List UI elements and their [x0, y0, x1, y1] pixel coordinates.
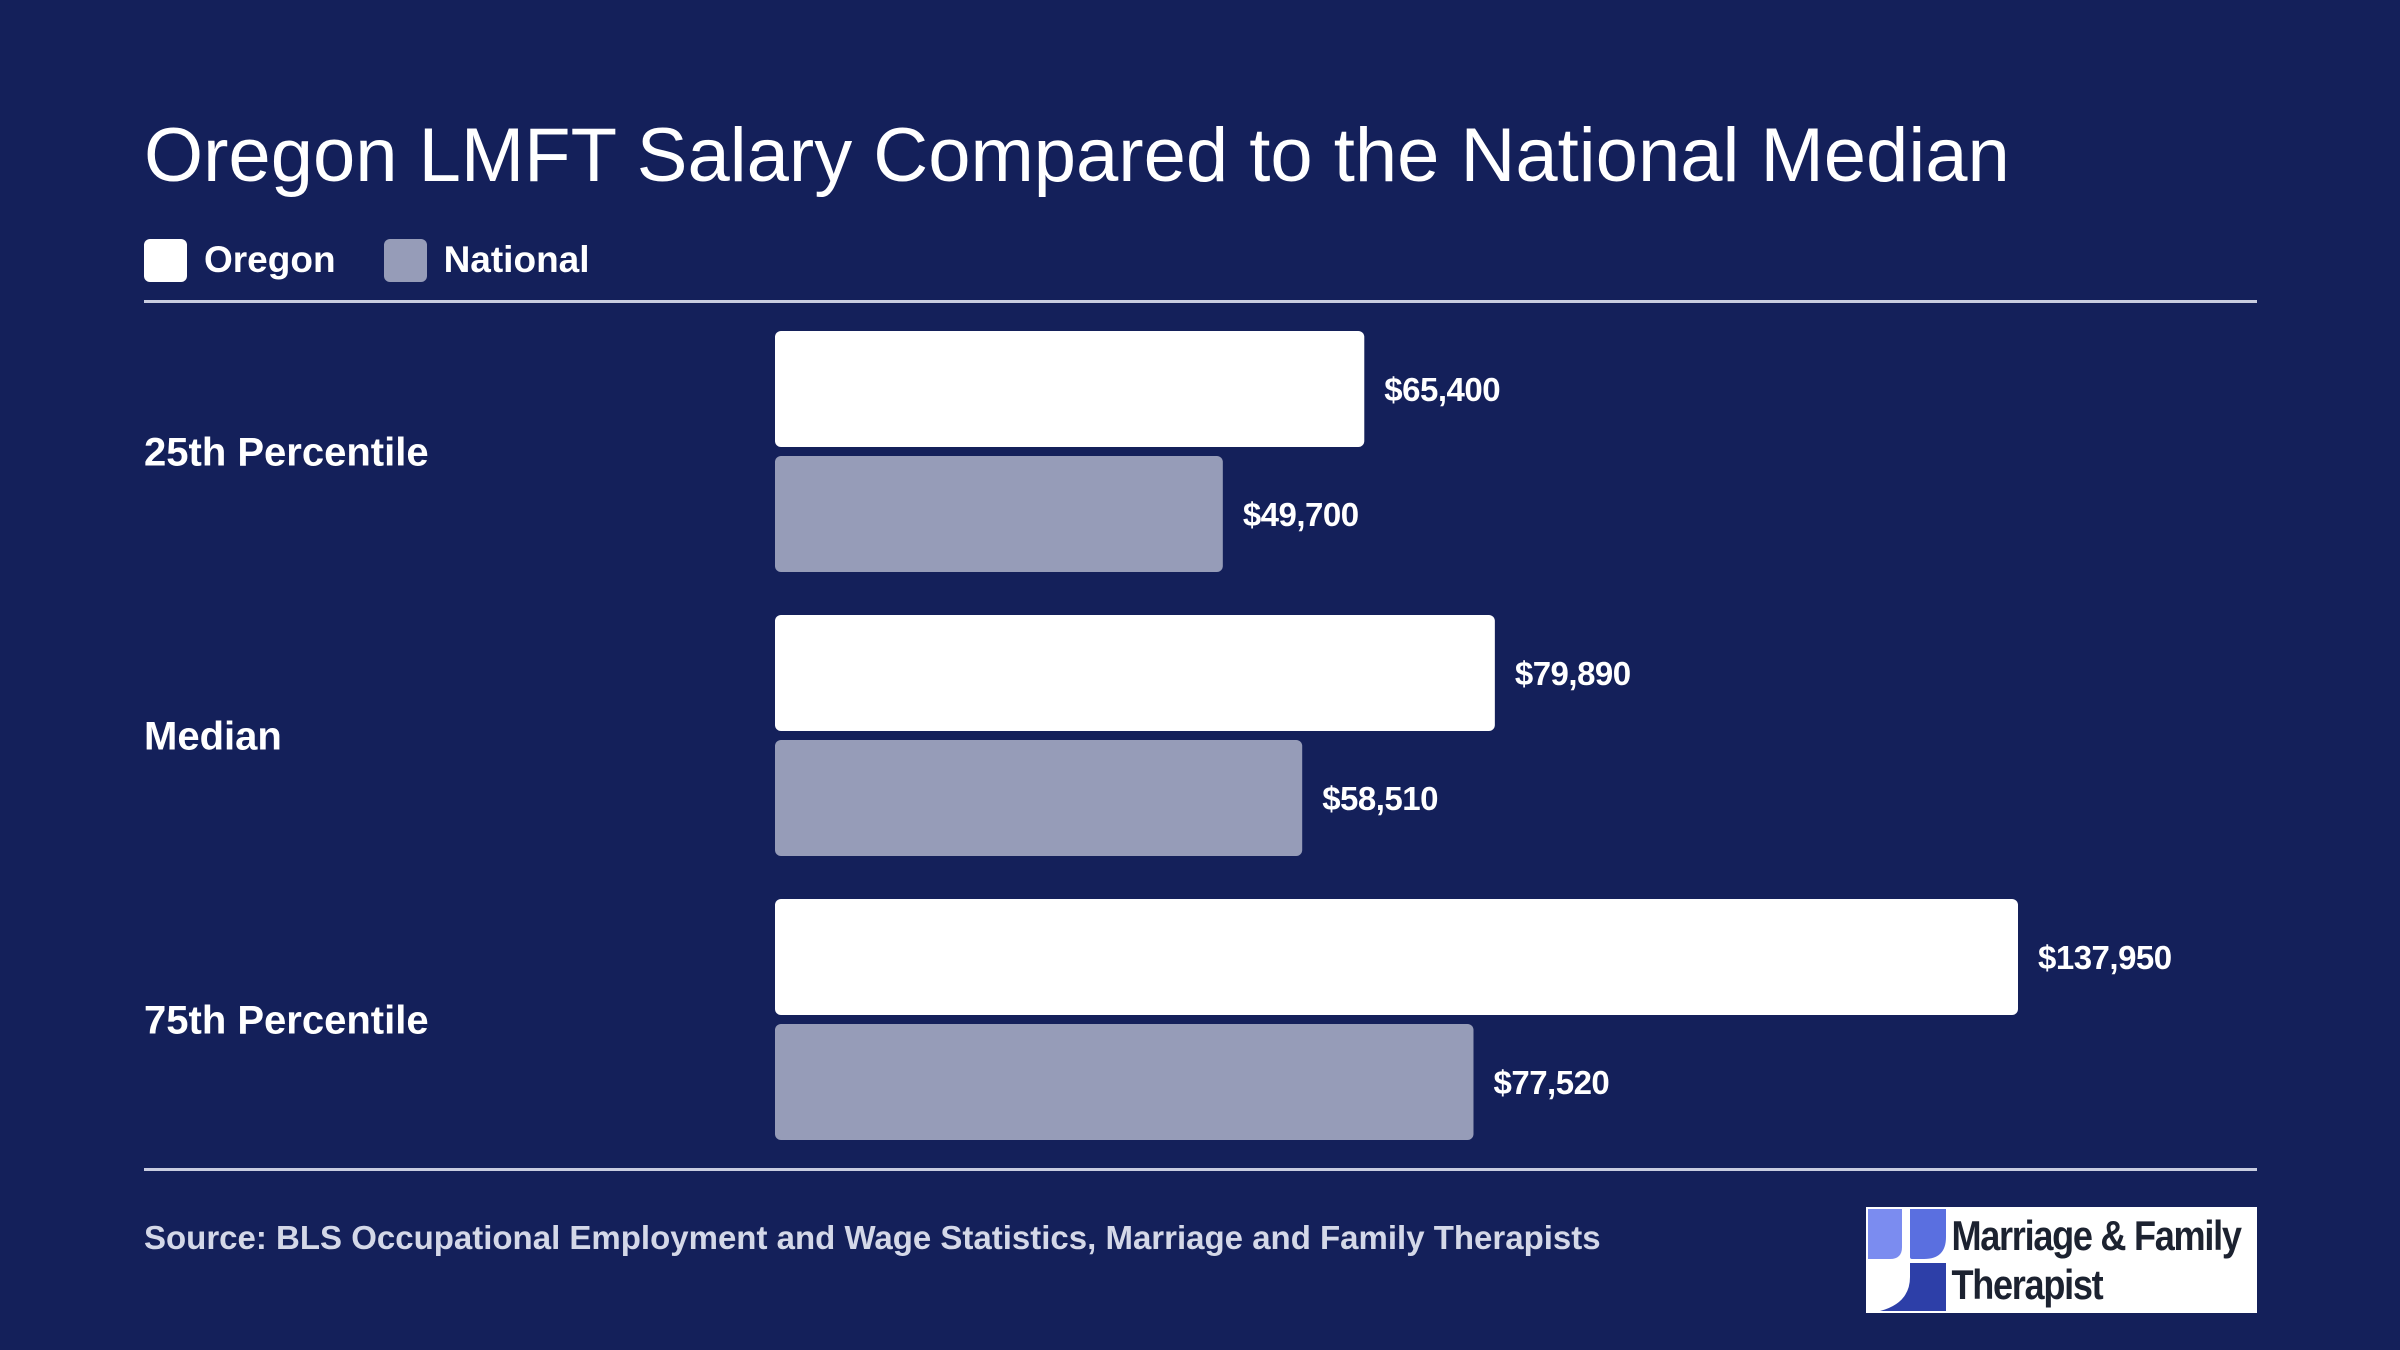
brand-logo: Marriage & Family Therapist: [1866, 1207, 2257, 1313]
bar-oregon: [775, 615, 1495, 731]
data-label-national: $58,510: [1322, 780, 1438, 817]
bar-oregon: [775, 899, 2018, 1015]
logo-line-1: Marriage & Family: [1951, 1212, 2242, 1259]
legend-swatch-oregon: [144, 238, 187, 282]
category-label: 75th Percentile: [144, 999, 429, 1043]
bar-oregon: [775, 331, 1365, 447]
legend-item-national: National: [383, 238, 590, 282]
source-note: Source: BLS Occupational Employment and …: [144, 1219, 1601, 1256]
category-label: 25th Percentile: [144, 431, 429, 475]
logo-line-2: Therapist: [1951, 1261, 2103, 1308]
data-label-national: $49,700: [1243, 496, 1359, 533]
category-label: Median: [144, 715, 282, 759]
legend-swatch-national: [383, 238, 427, 282]
top-divider: [144, 300, 2257, 303]
bar-national: [775, 1024, 1474, 1140]
bottom-divider: [144, 1168, 2257, 1171]
legend-label-oregon: Oregon: [204, 239, 336, 280]
bar-national: [775, 456, 1223, 572]
data-label-national: $77,520: [1493, 1064, 1609, 1101]
puzzle-logo-icon: [1866, 1207, 1948, 1313]
chart-title: Oregon LMFT Salary Compared to the Natio…: [144, 113, 2010, 198]
data-label-oregon: $65,400: [1384, 371, 1500, 408]
logo-text: Marriage & Family Therapist: [1948, 1211, 2242, 1309]
legend: Oregon National: [144, 236, 638, 284]
bar-national: [775, 740, 1303, 856]
legend-label-national: National: [443, 239, 590, 280]
data-label-oregon: $137,950: [2038, 939, 2172, 976]
legend-item-oregon: Oregon: [144, 238, 336, 282]
data-label-oregon: $79,890: [1515, 655, 1631, 692]
